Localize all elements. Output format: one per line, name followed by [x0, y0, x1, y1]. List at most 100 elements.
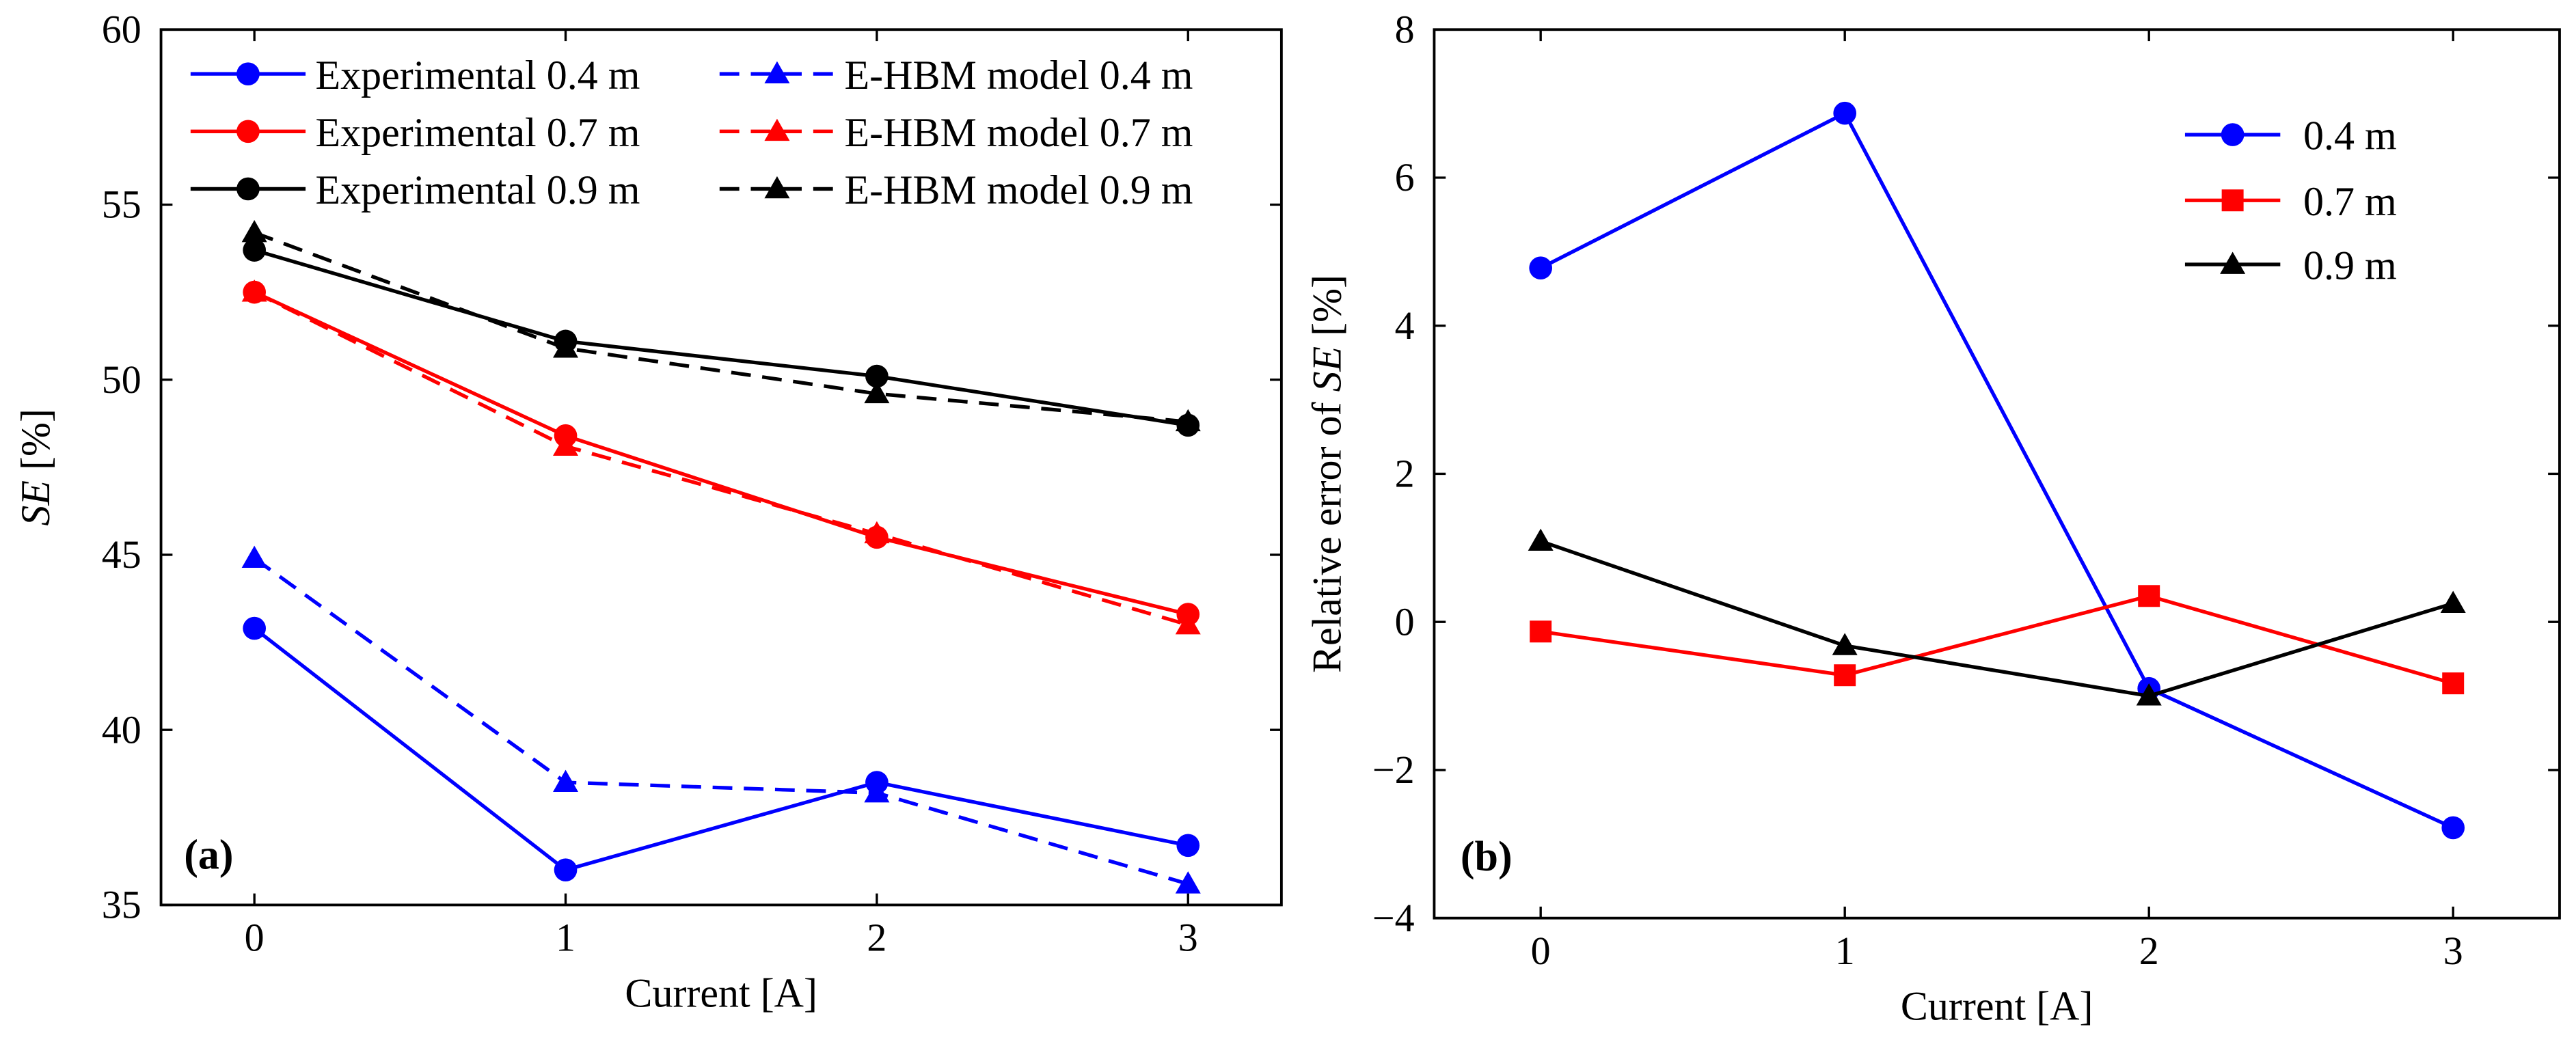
x-tick-label: 1 [556, 916, 575, 960]
legend-label: Experimental 0.9 m [316, 167, 640, 212]
y-tick-label: 60 [102, 7, 141, 51]
legend-label: 0.7 m [2303, 179, 2397, 224]
data-point [864, 381, 890, 404]
data-point [864, 780, 890, 803]
legend-label: E-HBM model 0.4 m [845, 53, 1193, 98]
data-point [1832, 633, 1858, 655]
legend-marker [764, 118, 790, 141]
series-experimental-0-7-m [243, 280, 1200, 626]
legend-label: E-HBM model 0.9 m [845, 167, 1193, 212]
panel-label: (a) [184, 832, 233, 879]
series-line [253, 627, 1189, 872]
series-line [254, 231, 1189, 424]
series-line [1540, 539, 2454, 698]
series-e-hbm-model-0-7-m [241, 279, 1201, 635]
panel-b-plot-area: 0 1 2 3 −4 −2 0 2 4 6 8 Current [A] Relative error o… [1304, 7, 2561, 1029]
series-0-9-m [1528, 528, 2466, 706]
y-tick-label: 2 [1395, 452, 1415, 496]
legend-marker [2220, 251, 2246, 274]
y-axis-label: SE [%] [13, 409, 58, 526]
series-0-7-m [1530, 585, 2465, 695]
x-tick-label: 3 [1178, 916, 1198, 960]
legend-entry: 0.4 m [2184, 113, 2397, 159]
x-tick-label: 2 [2139, 929, 2159, 973]
y-tick-label: 0 [1395, 599, 1415, 644]
y-tick-label: 50 [102, 357, 141, 402]
data-point [2440, 590, 2466, 613]
legend-entry: 0.7 m [2184, 179, 2397, 224]
legend-entry: E-HBM model 0.7 m [719, 110, 1193, 155]
y-tick-label: −4 [1372, 896, 1415, 940]
data-point [864, 521, 890, 544]
x-tick-label: 0 [245, 916, 265, 960]
legend-marker [2221, 123, 2245, 146]
x-tick-label: 0 [1531, 929, 1551, 973]
series-experimental-0-9-m [243, 238, 1200, 437]
axes-frame [159, 28, 1283, 907]
y-tick-label: −2 [1372, 748, 1415, 792]
series-experimental-0-4-m [243, 616, 1200, 882]
data-point [1528, 528, 1554, 551]
data-point [1833, 101, 1857, 125]
series-e-hbm-model-0-9-m [241, 219, 1201, 432]
axes-frame [1433, 28, 2561, 920]
data-point [2441, 816, 2465, 840]
legend-marker [764, 176, 790, 199]
data-point [1175, 612, 1201, 635]
legend-label: E-HBM model 0.7 m [845, 110, 1193, 155]
y-tick-label: 40 [102, 707, 141, 752]
data-point [1529, 256, 1553, 280]
series-line [253, 556, 1189, 886]
data-point [553, 335, 579, 358]
data-point [1530, 620, 1552, 643]
y-tick-label: 45 [102, 532, 141, 577]
y-tick-label: 35 [102, 883, 141, 927]
legend-marker [236, 177, 260, 201]
data-point [2138, 585, 2160, 607]
x-tick-label: 2 [867, 916, 886, 960]
legend-entry: Experimental 0.7 m [190, 110, 640, 155]
legend-marker [236, 120, 260, 143]
legend-marker [764, 61, 790, 84]
y-tick-label: 4 [1395, 303, 1415, 348]
series-line [253, 290, 1189, 627]
x-tick-label: 1 [1835, 929, 1855, 973]
data-point [1175, 409, 1201, 432]
series-line [254, 248, 1189, 427]
panel-b-chart: 0 1 2 3 −4 −2 0 2 4 6 8 Current [A] Relative error o… [1304, 7, 2561, 1029]
legend-entry: Experimental 0.4 m [190, 53, 640, 98]
x-axis-label: Current [A] [625, 970, 817, 1015]
data-point [2442, 672, 2465, 695]
x-axis-label: Current [A] [1901, 984, 2093, 1029]
legend-entry: E-HBM model 0.9 m [719, 167, 1193, 212]
series-line [1540, 594, 2454, 685]
panel-a-plot-area: 0 1 2 3 35 40 45 50 55 60 Current [A] SE [%] Experim… [13, 7, 1283, 1015]
y-axis-label: Relative error of SE [%] [1304, 275, 1349, 673]
y-tick-label: 8 [1395, 7, 1415, 51]
panel-label: (b) [1461, 834, 1513, 880]
legend-entry: E-HBM model 0.4 m [719, 53, 1193, 98]
data-point [1176, 834, 1200, 858]
data-point [241, 219, 267, 243]
legend-label: Experimental 0.4 m [316, 53, 640, 98]
legend-entry: 0.9 m [2184, 243, 2397, 288]
series-line [254, 290, 1189, 616]
data-point [1175, 871, 1201, 894]
data-point [241, 279, 267, 302]
legend-marker [236, 62, 260, 85]
data-point [553, 433, 579, 456]
data-point [554, 858, 578, 882]
data-point [865, 364, 889, 388]
data-point [553, 769, 579, 792]
y-tick-label: 55 [102, 182, 141, 227]
legend-marker [2221, 189, 2244, 212]
legend-label: 0.4 m [2303, 113, 2397, 159]
legend-label: Experimental 0.7 m [316, 110, 640, 155]
y-tick-label: 6 [1395, 155, 1415, 200]
data-point [243, 616, 266, 640]
panel-a-chart: 0 1 2 3 35 40 45 50 55 60 Current [A] SE [%] Experim… [13, 7, 1283, 1015]
data-point [243, 238, 266, 262]
x-tick-label: 3 [2443, 929, 2463, 973]
data-point [2136, 683, 2162, 706]
